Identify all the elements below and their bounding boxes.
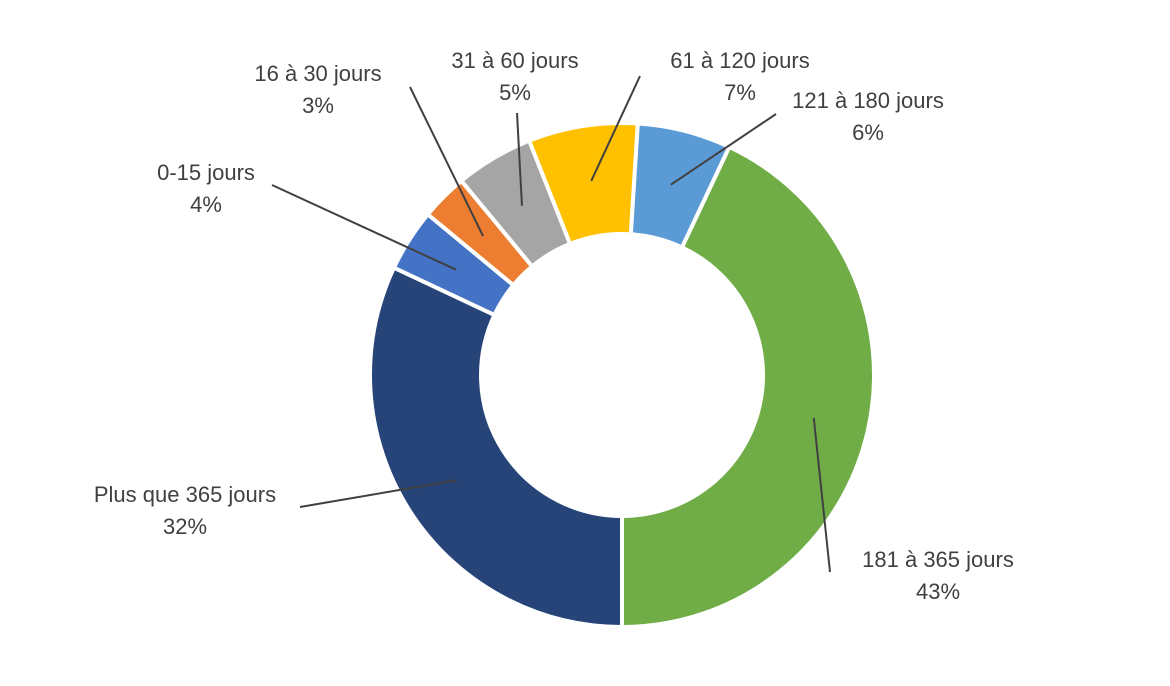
data-label-value-61-a-120-jours: 7% (724, 80, 756, 105)
data-label-category-181-a-365-jours: 181 à 365 jours (862, 547, 1014, 572)
data-label-category-plus-que-365-jours: Plus que 365 jours (94, 482, 276, 507)
data-label-value-16-a-30-jours: 3% (302, 93, 334, 118)
leader-line-121-a-180-jours (670, 113, 777, 186)
leader-line-plus-que-365-jours (299, 479, 457, 508)
leader-line-0-15-jours (271, 184, 457, 271)
leader-line-31-a-60-jours (516, 112, 523, 206)
data-label-category-0-15-jours: 0-15 jours (157, 160, 255, 185)
slice-plus-que-365-jours (368, 265, 624, 630)
data-label-category-16-a-30-jours: 16 à 30 jours (254, 61, 381, 86)
data-label-value-31-a-60-jours: 5% (499, 80, 531, 105)
data-label-category-31-a-60-jours: 31 à 60 jours (451, 48, 578, 73)
slices-layer (368, 121, 876, 630)
data-label-category-121-a-180-jours: 121 à 180 jours (792, 88, 944, 113)
leader-line-16-a-30-jours (409, 86, 484, 237)
data-label-value-0-15-jours: 4% (190, 192, 222, 217)
data-labels-layer: Plus que 365 jours 32% 0-15 jours 4% 16 à 30… (94, 48, 1014, 604)
leader-lines-layer (271, 75, 831, 573)
data-label-value-121-a-180-jours: 6% (852, 120, 884, 145)
data-label-category-61-a-120-jours: 61 à 120 jours (670, 48, 809, 73)
leader-line-181-a-365-jours (812, 417, 831, 573)
data-label-value-plus-que-365-jours: 32% (163, 514, 207, 539)
leader-line-61-a-120-jours (590, 75, 641, 182)
data-label-value-181-a-365-jours: 43% (916, 579, 960, 604)
slice-181-a-365-jours (620, 144, 876, 630)
